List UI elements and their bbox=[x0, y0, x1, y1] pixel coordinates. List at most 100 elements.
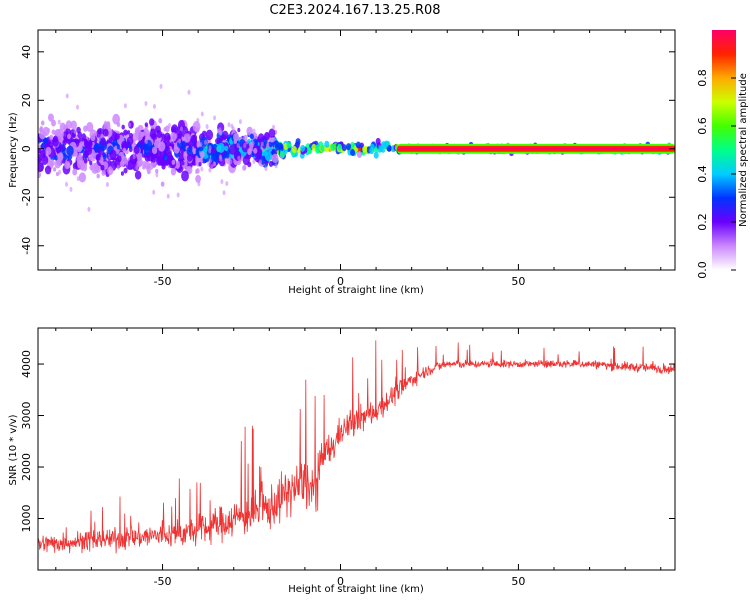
spectrogram-cell bbox=[38, 171, 42, 179]
spectrogram-cell bbox=[186, 146, 194, 157]
spectrogram-cell bbox=[121, 140, 129, 152]
spectrogram-cell bbox=[101, 169, 106, 176]
spectrogram-cell bbox=[105, 123, 109, 129]
snr-xtick-label: 50 bbox=[511, 575, 525, 588]
spectrogram-cell bbox=[271, 137, 275, 143]
spectrogram-cell bbox=[78, 152, 82, 157]
spectrogram-cell bbox=[222, 190, 226, 196]
spectrogram-cell bbox=[220, 179, 224, 185]
spectrogram-cell bbox=[84, 141, 90, 149]
spectrogram-cell bbox=[102, 128, 109, 137]
spectrogram-cell bbox=[123, 103, 127, 109]
spectrogram-cell bbox=[76, 154, 83, 164]
colorbar-tick-label: 0.2 bbox=[696, 213, 709, 231]
spectrogram-cell bbox=[88, 139, 93, 146]
spectrogram-cell bbox=[300, 144, 306, 152]
spectrogram-cell bbox=[174, 133, 178, 139]
spectrogram-cell bbox=[177, 119, 185, 130]
spectrogram-cell bbox=[121, 181, 128, 189]
spectrogram-cell bbox=[40, 149, 46, 158]
spectrogram-cell bbox=[76, 126, 81, 134]
spectrogram-cell bbox=[170, 124, 179, 135]
spectrogram-cell bbox=[168, 149, 172, 155]
spectrogram-cell bbox=[39, 130, 46, 140]
spectrogram-cell bbox=[350, 149, 356, 157]
spectrogram-cell bbox=[126, 130, 131, 135]
spectrogram-cell bbox=[306, 146, 312, 154]
spectrogram-cell bbox=[246, 126, 253, 136]
spectrogram-cell bbox=[213, 115, 217, 121]
spectrogram-data bbox=[38, 83, 675, 212]
spectrogram-cell bbox=[207, 161, 211, 167]
spectrogram-cell bbox=[198, 161, 202, 167]
spectrogram-cell bbox=[199, 150, 205, 158]
spectrogram-cell bbox=[180, 126, 184, 132]
spectrogram-cell bbox=[186, 154, 193, 162]
spectrogram-cell bbox=[181, 161, 185, 166]
snr-frame bbox=[37, 327, 676, 571]
spectrogram-cell bbox=[192, 147, 197, 154]
spectrogram-cell bbox=[152, 189, 156, 195]
snr-plot-area bbox=[38, 328, 675, 570]
colorbar-tick-label: 0.8 bbox=[696, 69, 709, 87]
spectrogram-ytick-label: -20 bbox=[20, 188, 33, 206]
spectrogram-cell bbox=[286, 141, 292, 149]
spectrogram-cell bbox=[238, 119, 242, 125]
spectrogram-cell bbox=[245, 139, 249, 145]
spectrogram-cell bbox=[107, 166, 114, 176]
spectrogram-cell bbox=[51, 119, 56, 127]
spectrogram-cell bbox=[204, 139, 208, 145]
spectrogram-cell bbox=[146, 131, 150, 137]
spectrogram-cell bbox=[116, 122, 121, 127]
snr-xlabel: Height of straight line (km) bbox=[288, 584, 424, 595]
colorbar-tick-label: 0.4 bbox=[696, 165, 709, 183]
spectrogram-cell bbox=[346, 143, 352, 151]
spectrogram-cell bbox=[51, 129, 56, 135]
spectrogram-cell bbox=[320, 144, 326, 152]
spectrogram-cell bbox=[243, 134, 248, 141]
spectrogram-cell bbox=[43, 137, 48, 145]
spectrogram-cell bbox=[144, 100, 148, 106]
spectrogram-cell bbox=[178, 138, 182, 144]
spectrogram-cell bbox=[373, 151, 379, 159]
spectrogram-cell bbox=[142, 164, 146, 170]
spectrogram-cell bbox=[225, 181, 229, 187]
spectrogram-cell bbox=[260, 141, 264, 147]
spectrogram-cell bbox=[205, 124, 209, 130]
spectrogram-cell bbox=[52, 167, 57, 172]
spectrogram-cell bbox=[103, 120, 107, 126]
spectrogram-cell bbox=[100, 137, 107, 146]
spectrogram-cell bbox=[127, 159, 135, 170]
spectrogram-cell bbox=[169, 132, 177, 142]
spectrogram-cell bbox=[61, 145, 65, 151]
spectrogram-cell bbox=[122, 147, 127, 153]
spectrogram-cell bbox=[208, 167, 212, 173]
spectrogram-cell bbox=[151, 146, 158, 155]
spectrogram-cell bbox=[112, 113, 121, 125]
spectrogram-cell bbox=[65, 93, 69, 99]
spectrogram-cell bbox=[87, 206, 91, 212]
spectrogram-cell bbox=[324, 140, 330, 148]
spectrogram-cell bbox=[160, 181, 165, 187]
snr-panel: -50 0 50 1000 2000 3000 4000 Height of straigh… bbox=[8, 327, 676, 595]
spectrogram-cell bbox=[88, 154, 92, 160]
spectrogram-cell bbox=[121, 124, 125, 130]
spectrogram-cell bbox=[200, 166, 204, 172]
spectrogram-cell bbox=[155, 168, 159, 174]
snr-xtick-label: -50 bbox=[154, 575, 172, 588]
spectrogram-cell bbox=[264, 151, 273, 162]
spectrogram-cell bbox=[271, 153, 279, 164]
spectrogram-cell bbox=[186, 165, 193, 175]
spectrogram-cell bbox=[205, 129, 214, 141]
spectrogram-cell bbox=[57, 119, 61, 125]
spectrogram-cell bbox=[251, 140, 255, 146]
spectrogram-cell bbox=[267, 146, 273, 153]
spectrogram-cell bbox=[253, 147, 258, 154]
spectrogram-cell bbox=[166, 193, 170, 199]
spectrogram-cell bbox=[170, 167, 177, 176]
spectrogram-cell bbox=[144, 139, 148, 145]
spectrogram-cell bbox=[212, 161, 216, 167]
spectrogram-cell bbox=[100, 160, 104, 166]
spectrogram-cell bbox=[166, 135, 171, 141]
spectrogram-cell bbox=[116, 164, 120, 170]
